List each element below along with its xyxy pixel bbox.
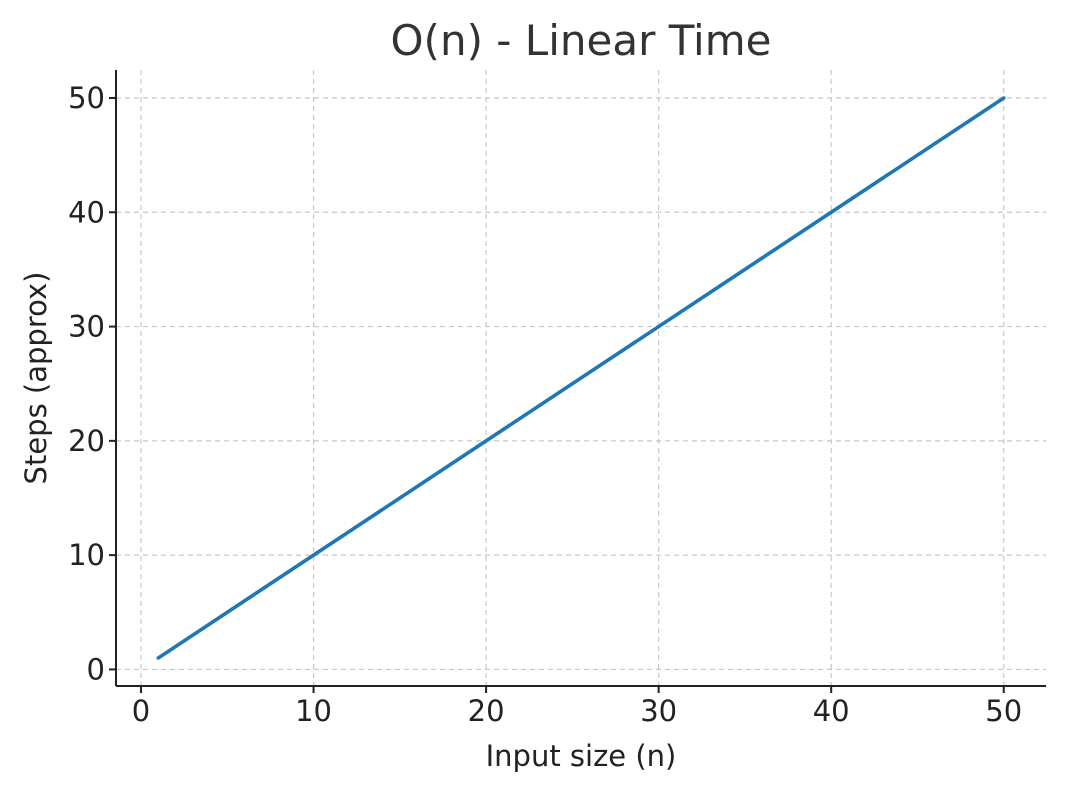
- x-tick-label: 30: [640, 694, 677, 728]
- x-tick-label: 50: [985, 694, 1022, 728]
- y-tick-label: 50: [68, 81, 105, 115]
- y-tick-label: 0: [87, 652, 105, 686]
- grid: [116, 70, 1046, 686]
- series-line: [156, 96, 1006, 660]
- series-layer: [156, 96, 1006, 660]
- x-tick-label: 20: [468, 694, 505, 728]
- y-tick-label: 40: [68, 195, 105, 229]
- ticks: 0 10 20 30 40 50 0 10 20 30 40 50: [68, 81, 1022, 728]
- y-tick-label: 10: [68, 538, 105, 572]
- x-tick-label: 10: [295, 694, 332, 728]
- y-tick-label: 20: [68, 424, 105, 458]
- y-tick-label: 30: [68, 310, 105, 344]
- x-tick-label: 40: [813, 694, 850, 728]
- x-tick-label: 0: [132, 694, 150, 728]
- y-axis-label: Steps (approx): [19, 272, 53, 485]
- x-axis-label: Input size (n): [486, 739, 677, 773]
- chart-title: O(n) - Linear Time: [391, 16, 772, 65]
- axes: [115, 70, 1046, 687]
